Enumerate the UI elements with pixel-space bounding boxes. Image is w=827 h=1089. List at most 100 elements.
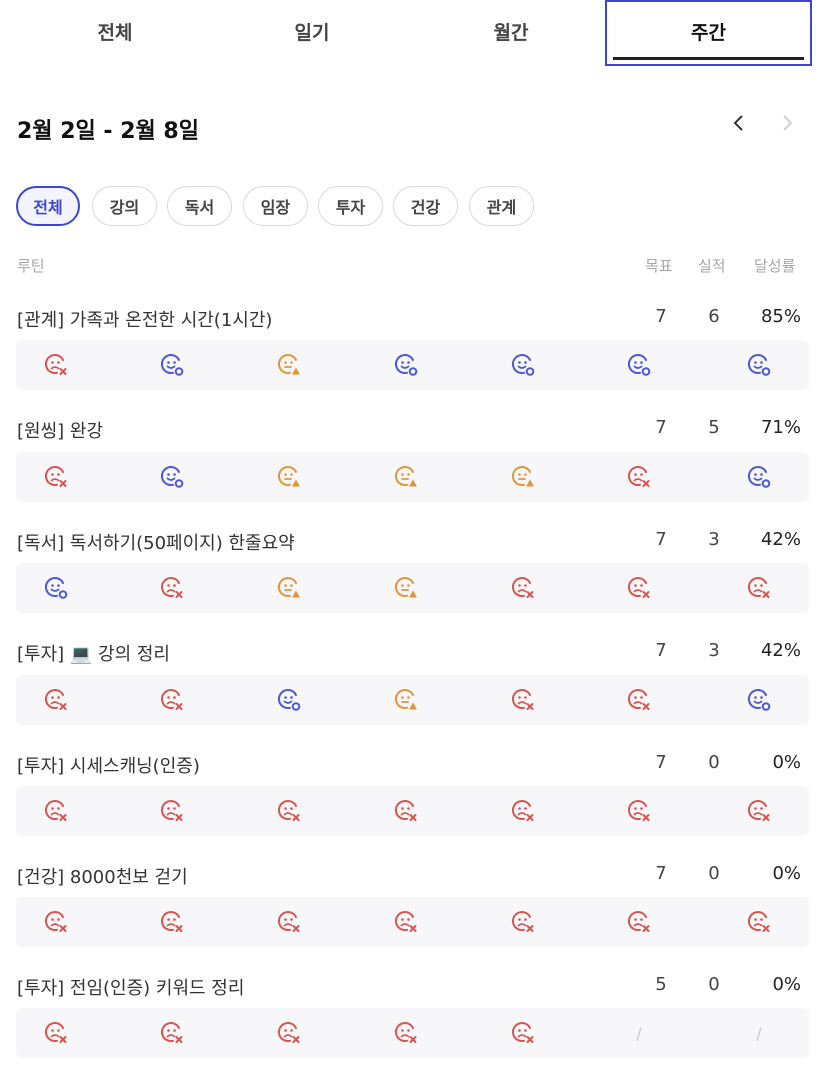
day-status-partial[interactable]	[269, 340, 309, 390]
view-tabs: 전체 일기 월간 주간	[0, 0, 827, 66]
day-status-missed[interactable]	[386, 786, 426, 836]
day-status-missed[interactable]	[269, 897, 309, 947]
sad-x-icon	[44, 800, 67, 821]
day-status-missed[interactable]	[36, 675, 76, 725]
day-status-missed[interactable]	[739, 897, 779, 947]
day-status-done[interactable]	[503, 340, 543, 390]
sad-x-icon	[160, 1022, 183, 1043]
sad-x-icon	[511, 577, 534, 598]
day-status-missed[interactable]	[152, 675, 192, 725]
day-status-done[interactable]	[386, 340, 426, 390]
day-status-missed[interactable]	[36, 1008, 76, 1058]
day-status-missed[interactable]	[36, 340, 76, 390]
day-status-partial[interactable]	[269, 452, 309, 502]
routine-day-status-bar	[16, 675, 809, 725]
day-status-done[interactable]	[739, 452, 779, 502]
sad-x-icon	[627, 911, 650, 932]
sad-x-icon	[160, 577, 183, 598]
chip-reading[interactable]: 독서	[167, 186, 232, 226]
day-status-missed[interactable]	[503, 897, 543, 947]
day-status-missed[interactable]	[739, 786, 779, 836]
tab-weekly[interactable]: 주간	[605, 0, 812, 66]
sad-x-icon	[747, 800, 770, 821]
routine-actual: 0	[708, 974, 720, 995]
day-status-missed[interactable]	[386, 897, 426, 947]
day-status-missed[interactable]	[503, 675, 543, 725]
sad-x-icon	[627, 466, 650, 487]
sad-x-icon	[511, 800, 534, 821]
chip-all[interactable]: 전체	[16, 186, 80, 226]
sad-x-icon	[160, 689, 183, 710]
chip-relation[interactable]: 관계	[469, 186, 534, 226]
sad-x-icon	[44, 466, 67, 487]
day-status-done[interactable]	[739, 675, 779, 725]
day-status-missed[interactable]	[36, 452, 76, 502]
day-status-missed[interactable]	[152, 563, 192, 613]
day-status-missed[interactable]	[619, 563, 659, 613]
day-status-missed[interactable]	[36, 786, 76, 836]
chip-invest[interactable]: 투자	[318, 186, 383, 226]
routine-rate: 42%	[760, 529, 801, 550]
sad-x-icon	[44, 354, 67, 375]
day-status-missed[interactable]	[503, 786, 543, 836]
day-status-missed[interactable]	[619, 786, 659, 836]
tab-monthly[interactable]: 월간	[410, 0, 612, 66]
day-status-done[interactable]	[739, 340, 779, 390]
tab-all[interactable]: 전체	[14, 0, 216, 66]
day-status-missed[interactable]	[152, 786, 192, 836]
day-status-partial[interactable]	[386, 452, 426, 502]
sad-x-icon	[747, 577, 770, 598]
routine-title: [투자] 시세스캐닝(인증)	[17, 756, 200, 777]
day-status-partial[interactable]	[269, 563, 309, 613]
routine-actual: 0	[708, 863, 720, 884]
sad-x-icon	[160, 800, 183, 821]
prev-week-button[interactable]	[732, 113, 746, 139]
sad-x-icon	[394, 911, 417, 932]
day-status-done[interactable]	[152, 340, 192, 390]
day-status-missed[interactable]	[269, 1008, 309, 1058]
chip-lecture[interactable]: 강의	[92, 186, 157, 226]
day-status-missed[interactable]	[739, 563, 779, 613]
smile-circle-icon	[160, 354, 184, 376]
day-status-partial[interactable]	[386, 675, 426, 725]
day-status-empty[interactable]: /	[619, 1008, 659, 1058]
day-status-missed[interactable]	[503, 563, 543, 613]
chip-imjang[interactable]: 임장	[243, 186, 308, 226]
tab-diary[interactable]: 일기	[211, 0, 413, 66]
chip-health[interactable]: 건강	[393, 186, 458, 226]
routine-actual: 3	[708, 529, 720, 550]
routine-goal: 7	[655, 306, 667, 327]
tab-label: 월간	[493, 22, 529, 44]
routine-actual: 3	[708, 640, 720, 661]
day-status-empty[interactable]: /	[739, 1008, 779, 1058]
day-status-partial[interactable]	[503, 452, 543, 502]
day-status-missed[interactable]	[36, 897, 76, 947]
column-goal-header: 목표	[645, 257, 673, 275]
routine-goal: 7	[655, 529, 667, 550]
day-status-done[interactable]	[619, 340, 659, 390]
next-week-button[interactable]	[780, 113, 794, 139]
day-status-missed[interactable]	[619, 897, 659, 947]
day-status-missed[interactable]	[269, 786, 309, 836]
sad-x-icon	[627, 689, 650, 710]
day-status-missed[interactable]	[619, 675, 659, 725]
routine-rate: 0%	[772, 863, 801, 884]
day-status-missed[interactable]	[386, 1008, 426, 1058]
day-status-missed[interactable]	[503, 1008, 543, 1058]
sad-x-icon	[277, 800, 300, 821]
day-status-partial[interactable]	[386, 563, 426, 613]
sad-x-icon	[627, 800, 650, 821]
meh-triangle-icon	[277, 577, 300, 598]
day-status-missed[interactable]	[152, 897, 192, 947]
routine-title: [투자] 전임(인증) 키워드 정리	[17, 978, 245, 999]
day-status-done[interactable]	[269, 675, 309, 725]
routine-title: [원씽] 완강	[17, 421, 104, 442]
smile-circle-icon	[511, 354, 535, 376]
smile-circle-icon	[44, 577, 68, 599]
day-status-done[interactable]	[152, 452, 192, 502]
day-status-done[interactable]	[36, 563, 76, 613]
routine-title: [건강] 8000천보 걷기	[17, 867, 188, 888]
day-status-missed[interactable]	[619, 452, 659, 502]
smile-circle-icon	[277, 689, 301, 711]
day-status-missed[interactable]	[152, 1008, 192, 1058]
